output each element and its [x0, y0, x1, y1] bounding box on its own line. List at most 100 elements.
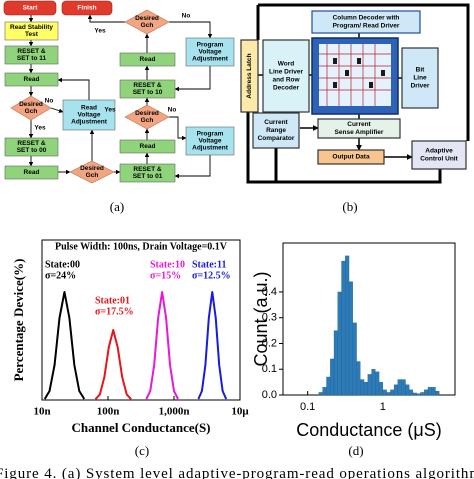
series-sigma: σ=24% [45, 270, 76, 281]
node-label: RESET & [17, 140, 45, 147]
histogram-bar [352, 322, 357, 396]
x-axis-label: Conductance (μS) [296, 420, 441, 440]
block-label: and Row [272, 77, 300, 84]
histogram-bar [401, 379, 406, 396]
block-label: Column Decoder with [333, 15, 400, 22]
node-label: Desired [80, 165, 104, 172]
node-label: Gch [25, 108, 38, 115]
series-line [197, 291, 228, 400]
node-label: RESET & [17, 48, 45, 55]
node-label: Adjustment [192, 145, 229, 152]
node-label: Test [25, 31, 39, 38]
process-node [4, 72, 59, 87]
node-label: Finish [77, 5, 96, 12]
node-label: Program [197, 42, 224, 49]
series-sigma: σ=17.5% [95, 306, 134, 317]
block-label: Current [264, 119, 288, 126]
histogram-bar [424, 389, 429, 396]
histogram-bar [420, 392, 425, 396]
histogram-bar [405, 384, 410, 396]
node-label: Voltage [199, 49, 222, 56]
process-node [4, 165, 59, 180]
histogram-bar [382, 389, 387, 396]
y-tick-label: 0.4 [262, 286, 277, 298]
node-label: Gch [86, 172, 99, 179]
node-label: Read [140, 143, 156, 150]
histogram-bar [348, 281, 353, 396]
cells [333, 58, 385, 88]
histogram-bar [386, 392, 391, 396]
process-node [4, 45, 59, 65]
histogram-bar [409, 389, 414, 396]
histogram-bar [371, 369, 376, 396]
plot-frame [282, 242, 456, 396]
histogram-bar [416, 393, 421, 396]
node-label: Desired [135, 15, 159, 22]
node-label: Desired [135, 110, 159, 117]
panel-label: (a) [110, 199, 124, 214]
node-label: Program [197, 131, 224, 138]
block [401, 47, 439, 109]
series-label: State:11 [192, 259, 226, 270]
block [317, 149, 385, 165]
chart: 0.1 1 0.0 0.1 0.2 0.3 0.4 Conductance (μS) Count… [251, 242, 456, 440]
histogram-bar [333, 330, 338, 396]
series-sigma: σ=15% [150, 270, 181, 281]
x-tick-label: 0.1 [300, 401, 315, 413]
decision-node [69, 160, 115, 184]
x-tick-label: 100n [97, 406, 120, 418]
x-tick-label: 10n [33, 406, 50, 418]
process-node [62, 99, 116, 131]
process-node [185, 126, 235, 156]
block-label: Adaptive [425, 148, 453, 155]
decision-node [124, 9, 170, 35]
process-node [119, 52, 176, 67]
histogram-bar [390, 389, 395, 396]
node-label: Desired [19, 101, 43, 108]
histogram-bar [397, 379, 402, 396]
node-label: Start [23, 5, 39, 12]
block-label: Output Data [332, 154, 370, 161]
y-tick-label: 0.3 [262, 312, 277, 324]
histogram-bar [345, 255, 350, 396]
series-line [94, 329, 132, 400]
histogram-bar [341, 260, 346, 396]
node-label: Adjustment [71, 119, 108, 126]
histogram-bar [367, 374, 372, 396]
panel-label: (d) [348, 443, 363, 458]
memory-cells [319, 44, 391, 106]
series-label: State:01 [95, 295, 130, 306]
process-node [119, 79, 176, 99]
histogram-bar [337, 291, 342, 396]
x-tick-label: 1,000n [159, 406, 190, 418]
node-label: Read [24, 169, 40, 176]
histogram-bar [356, 361, 361, 396]
node-label: SET to 01 [133, 173, 163, 180]
x-axis-label: Channel Conductance(S) [71, 420, 210, 435]
y-tick-label: 0.2 [262, 337, 277, 349]
y-tick-label: 0.0 [262, 389, 277, 401]
node-label: Voltage [199, 138, 222, 145]
node-label: Gch [141, 22, 154, 29]
block-label: Word [278, 61, 295, 68]
terminal-node [61, 0, 113, 16]
histogram-bar [330, 358, 335, 396]
block-label: Range [266, 127, 286, 134]
block-label: Address Latch [246, 53, 253, 98]
decision-node [10, 95, 52, 121]
node-label: Gch [141, 117, 154, 124]
series-label: State:10 [150, 259, 185, 270]
block [311, 10, 421, 34]
node-label: Voltage [78, 112, 101, 119]
histogram-bar [435, 390, 440, 396]
process-node [185, 37, 235, 67]
block-label: Line [413, 75, 427, 82]
block-label: Current [347, 121, 371, 128]
block-label: Sense Amplifier [335, 129, 384, 136]
x-tick-label: 10μ [231, 406, 249, 418]
series-label: State:00 [45, 259, 80, 270]
series-line [43, 291, 86, 400]
x-tick-label: 1 [380, 401, 386, 413]
edge-label: No [168, 107, 177, 114]
